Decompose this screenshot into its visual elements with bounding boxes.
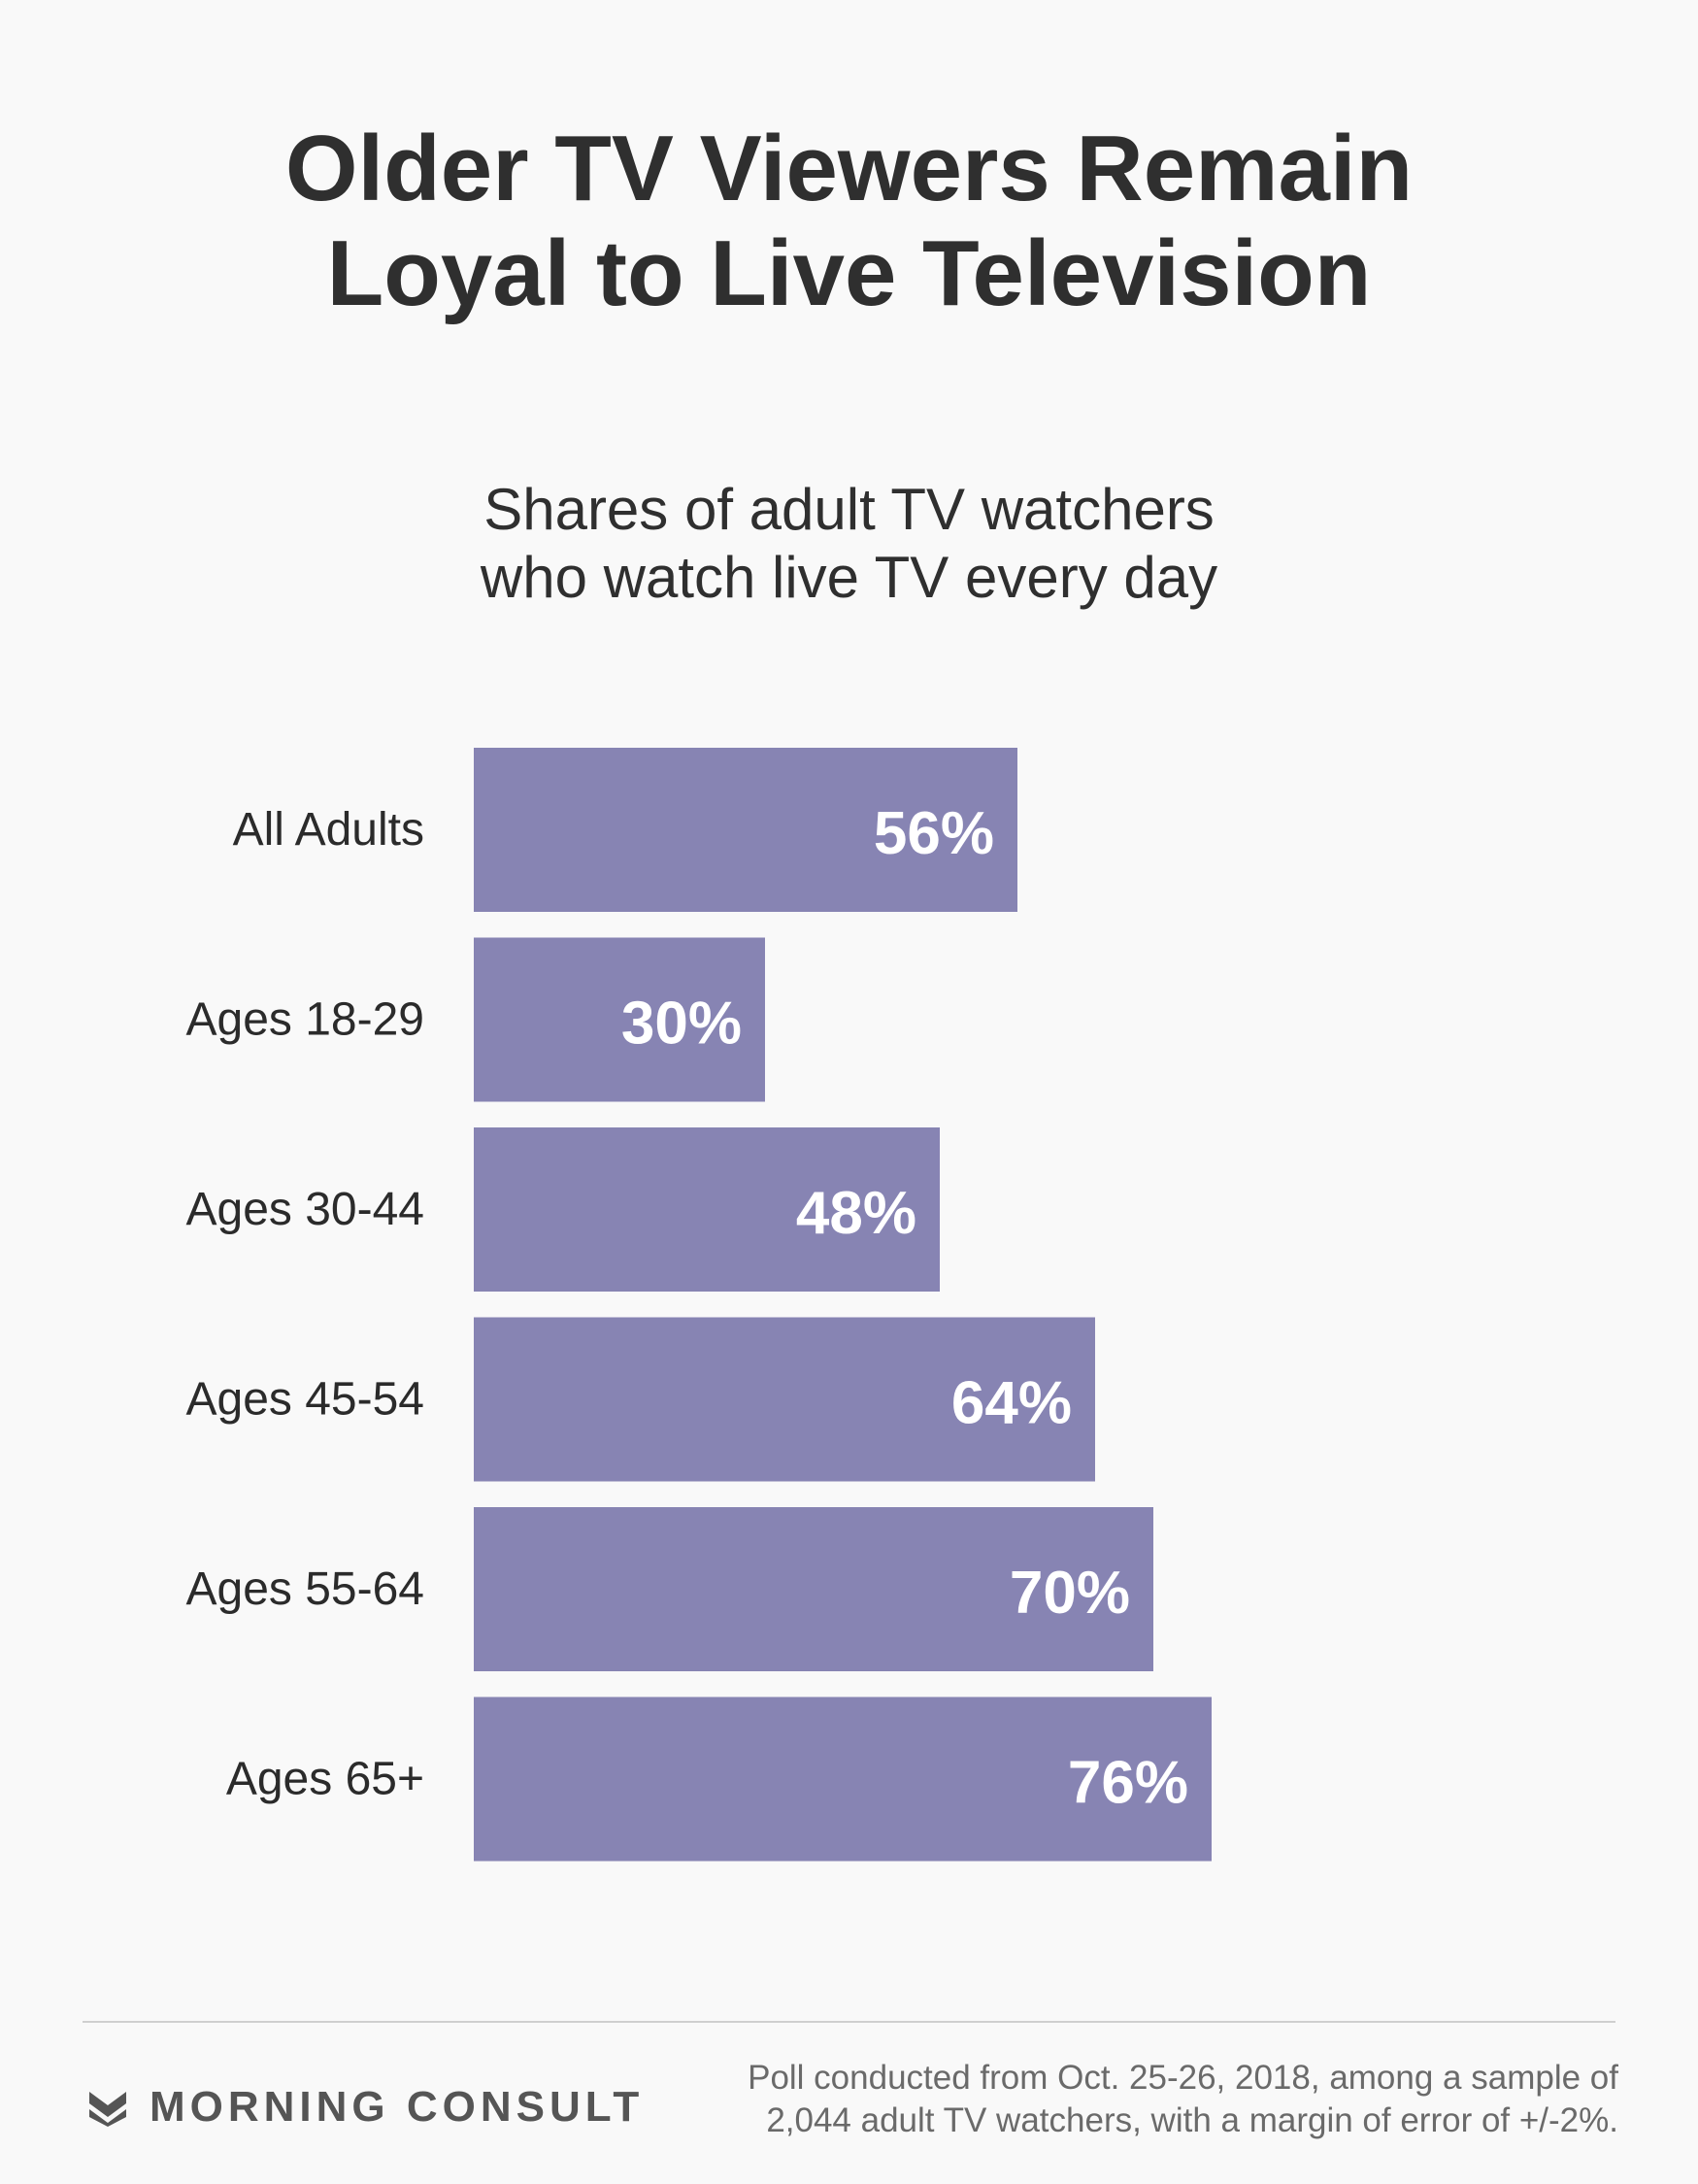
footer-divider [83, 2021, 1615, 2023]
bar-all-adults [474, 748, 1017, 912]
category-label: Ages 45-54 [185, 1374, 424, 1426]
value-label: 64% [951, 1370, 1072, 1437]
bar-ages-30-44 [474, 1127, 940, 1292]
bar-ages-45-54 [474, 1317, 1095, 1482]
value-label: 76% [1068, 1750, 1188, 1817]
category-label: All Adults [233, 804, 424, 856]
category-label: Ages 18-29 [185, 994, 424, 1046]
morning-consult-chevron-icon [89, 2092, 126, 2127]
value-label: 56% [874, 800, 994, 867]
bar-ages-18-29 [474, 937, 765, 1102]
chart-subtitle: Shares of adult TV watchers who watch li… [0, 476, 1698, 612]
bar-ages-65 [474, 1697, 1212, 1862]
methodology-note-line-1: Poll conducted from Oct. 25-26, 2018, am… [748, 2059, 1618, 2097]
value-label: 30% [621, 991, 742, 1058]
brand-logo: MORNING CONSULT [87, 2078, 644, 2136]
bar-ages-55-64 [474, 1507, 1153, 1671]
category-label: Ages 30-44 [185, 1184, 424, 1235]
subtitle-line-1: Shares of adult TV watchers [483, 477, 1215, 542]
brand-name: MORNING CONSULT [150, 2083, 645, 2131]
methodology-note-line-2: 2,044 adult TV watchers, with a margin o… [766, 2101, 1618, 2139]
title-line-1: Older TV Viewers Remain [284, 117, 1414, 220]
bar-chart: All Adults 56% Ages 18-29 30% Ages 30-44 48% A… [185, 748, 1212, 1862]
subtitle-line-2: who watch live TV every day [480, 545, 1218, 610]
title-line-2: Loyal to Live Television [326, 221, 1372, 325]
methodology-note: Poll conducted from Oct. 25-26, 2018, am… [748, 2057, 1618, 2142]
chart-title: Older TV Viewers Remain Loyal to Live Te… [0, 117, 1698, 326]
category-label: Ages 55-64 [185, 1563, 424, 1615]
value-label: 70% [1010, 1560, 1130, 1627]
category-label: Ages 65+ [226, 1754, 424, 1805]
value-label: 48% [796, 1180, 916, 1247]
